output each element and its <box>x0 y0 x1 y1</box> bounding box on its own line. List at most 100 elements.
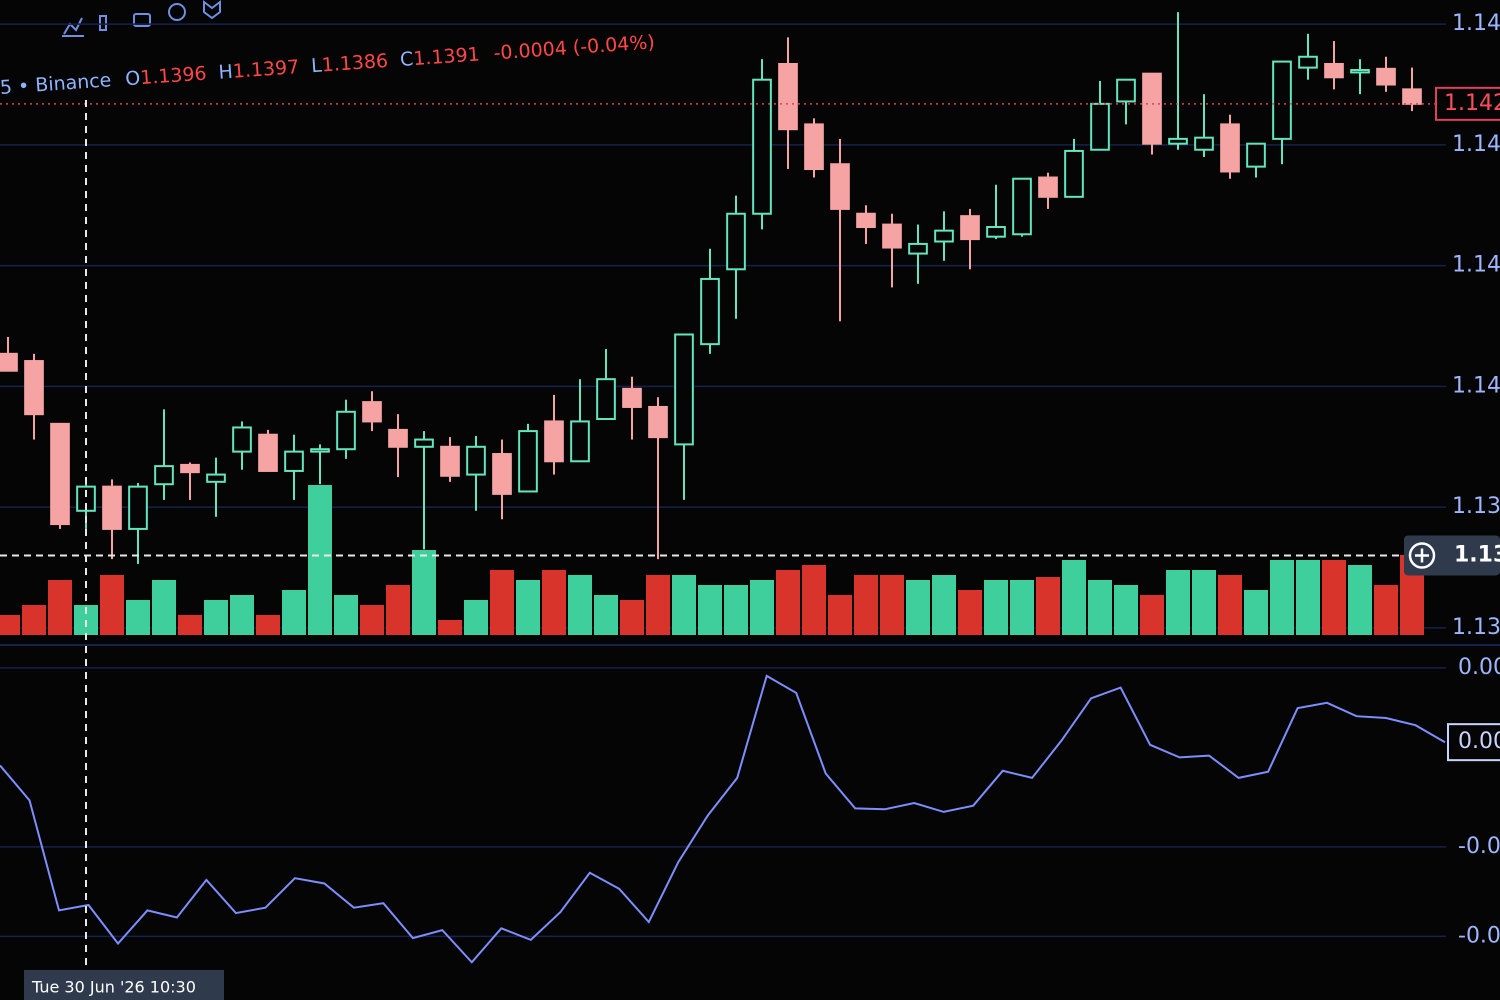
candle-body <box>1376 67 1396 86</box>
volume-bar <box>48 580 72 635</box>
candle-body <box>518 430 538 493</box>
y-tick-label: 1.140 <box>1452 373 1500 398</box>
volume-bar <box>256 615 280 635</box>
candle-body <box>804 123 824 171</box>
volume-bar <box>906 580 930 635</box>
candle-body <box>908 242 928 255</box>
candle-body <box>674 333 694 446</box>
candle-body <box>206 473 226 483</box>
time-label: Tue 30 Jun '26 10:30 <box>31 978 196 997</box>
candle-body <box>310 448 330 453</box>
volume-bar <box>204 600 228 635</box>
indicator-pane <box>0 644 1500 964</box>
candle-body <box>596 378 616 421</box>
candle-body <box>830 163 850 210</box>
legend-label: C <box>399 48 414 71</box>
volume-bar <box>516 580 540 635</box>
volume-bar <box>1348 565 1372 635</box>
candle-body <box>154 465 174 486</box>
candle-body <box>1116 78 1136 103</box>
candle-body <box>492 453 512 495</box>
crosshair-add-icon <box>1415 548 1429 563</box>
legend-value: 1.1391 <box>413 43 481 70</box>
volume-bar <box>412 550 436 635</box>
candle-body <box>388 428 408 448</box>
volume-bar <box>360 605 384 635</box>
volume-bar <box>178 615 202 635</box>
candle-body <box>336 410 356 451</box>
candle-body <box>986 226 1006 238</box>
candle-body <box>1272 60 1292 140</box>
legend-value: 1.1397 <box>232 56 300 83</box>
volume-bar <box>464 600 488 635</box>
candle-body <box>544 420 564 463</box>
time-label-box <box>24 970 224 1000</box>
candle-body <box>1298 55 1318 69</box>
candle-body <box>362 401 382 423</box>
volume-bar <box>334 595 358 635</box>
volume-bar <box>1244 590 1268 635</box>
add-icon[interactable] <box>168 3 186 21</box>
volume-bar <box>1218 575 1242 635</box>
volume-bar <box>1166 570 1190 635</box>
candle-body <box>1090 102 1110 151</box>
candle-body <box>102 485 122 530</box>
indicator-tick-label: -0.0 <box>1458 834 1500 859</box>
candle-body <box>1246 142 1266 168</box>
candle-body <box>934 229 954 243</box>
crosshair-add-button[interactable] <box>1408 542 1436 569</box>
volume-bar <box>1140 595 1164 635</box>
volume-bar <box>230 595 254 635</box>
volume-bar <box>594 595 618 635</box>
bar-icon[interactable] <box>99 15 107 31</box>
volume-bar <box>1036 577 1060 635</box>
volume-bar <box>932 575 956 635</box>
toolbar <box>62 0 221 37</box>
candle-body <box>258 433 278 472</box>
volume-bar <box>1322 560 1346 635</box>
candle-body <box>1220 123 1240 173</box>
y-tick-label: 1.13 <box>1452 615 1500 640</box>
candle-body <box>1194 136 1214 151</box>
volume-bar <box>100 575 124 635</box>
candle-body <box>128 485 148 530</box>
candle-body <box>180 463 200 474</box>
alert-icon[interactable] <box>203 0 221 20</box>
volume-bar <box>152 580 176 635</box>
volume-pane <box>0 485 1424 635</box>
volume-bar <box>1088 580 1112 635</box>
legend-label: O <box>125 67 141 90</box>
y-tick-label: 1.143 <box>1452 11 1500 36</box>
candle-body <box>1168 137 1188 145</box>
volume-bar <box>0 615 20 635</box>
volume-bar <box>1296 560 1320 635</box>
candle-body <box>1038 176 1058 198</box>
candle-body <box>1012 177 1032 236</box>
volume-bar <box>542 570 566 635</box>
candle-body <box>24 360 44 416</box>
candle-body <box>726 212 746 271</box>
camera-icon[interactable] <box>133 13 151 27</box>
candle-body <box>1064 149 1084 198</box>
volume-bar <box>126 600 150 635</box>
volume-bar <box>1114 585 1138 635</box>
indicator-value-label: 0.00 <box>1458 729 1500 754</box>
candle-body <box>284 450 304 472</box>
candle-body <box>1350 69 1370 74</box>
volume-bar <box>958 590 982 635</box>
candle-body <box>1324 63 1344 79</box>
volume-bar <box>854 575 878 635</box>
candle-body <box>1142 72 1162 145</box>
candle-body <box>960 215 980 241</box>
volume-bar <box>1062 560 1086 635</box>
candle-body <box>232 426 252 453</box>
volume-bar <box>828 595 852 635</box>
overlay: 1.143 1.142 1.141 1.140 1.139 1.13 1.142 1.13 Tu… <box>0 11 1500 1000</box>
candle-body <box>570 420 590 463</box>
candle-body <box>76 485 96 512</box>
volume-bar <box>750 580 774 635</box>
volume-bar <box>386 585 410 635</box>
